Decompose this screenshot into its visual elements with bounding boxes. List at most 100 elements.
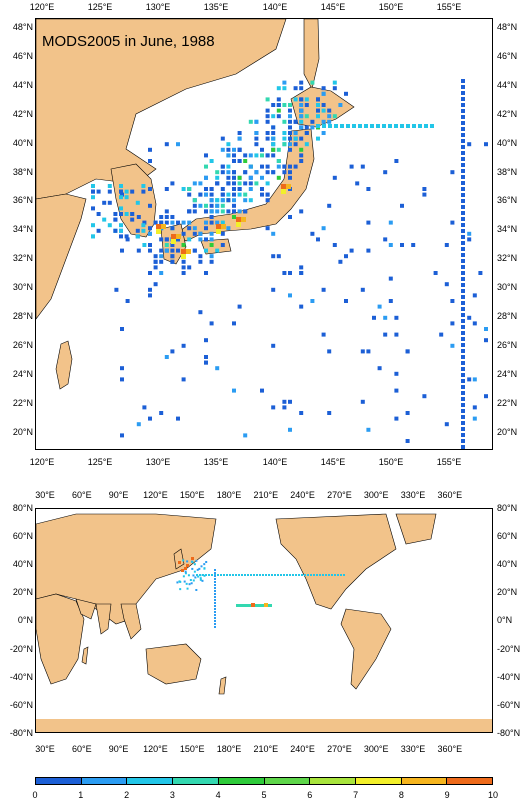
world-hotspot xyxy=(264,603,268,607)
obs-point-155E xyxy=(461,343,465,347)
obs-point-40N xyxy=(340,124,344,128)
world-track-vertical xyxy=(214,614,216,616)
obs-point-40N xyxy=(418,124,422,128)
obs-point xyxy=(276,175,281,180)
obs-point xyxy=(360,287,365,292)
obs-point xyxy=(187,237,192,242)
colorbar-label: 2 xyxy=(124,790,130,800)
top-lat-label: 20°N xyxy=(497,426,518,437)
obs-point-40N xyxy=(328,124,332,128)
obs-point xyxy=(288,293,292,298)
world-cluster xyxy=(248,604,251,607)
obs-point xyxy=(232,175,236,180)
obs-point xyxy=(321,332,326,337)
obs-point xyxy=(472,293,477,298)
obs-point xyxy=(181,231,186,236)
world-track-40N xyxy=(220,574,222,576)
obs-point xyxy=(467,142,472,147)
obs-point xyxy=(288,271,292,275)
japan-shape-small xyxy=(173,548,185,570)
obs-point xyxy=(159,220,164,225)
obs-point xyxy=(243,159,248,163)
obs-point xyxy=(164,237,169,242)
obs-point xyxy=(153,254,158,259)
top-lat-label: 36°N xyxy=(12,195,33,206)
colorbar-segment xyxy=(264,778,311,784)
world-lon-label: 240°E xyxy=(290,490,315,500)
obs-point xyxy=(119,234,123,239)
obs-point-155E xyxy=(461,349,465,353)
world-track-40N xyxy=(340,574,342,576)
obs-point xyxy=(388,299,393,303)
colorbar-label: 6 xyxy=(307,790,313,800)
obs-point xyxy=(204,338,208,343)
obs-point xyxy=(232,321,236,326)
obs-point xyxy=(248,153,253,158)
obs-point xyxy=(181,259,186,264)
world-lat-label: 0°N xyxy=(17,615,33,626)
world-cluster xyxy=(257,604,260,607)
top-lat-label: 38°N xyxy=(497,166,518,177)
top-lon-label: 120°E xyxy=(29,457,55,467)
obs-point xyxy=(204,209,208,214)
obs-point xyxy=(288,164,292,169)
obs-point-155E xyxy=(461,211,465,215)
world-track-40N xyxy=(298,574,300,576)
obs-point xyxy=(254,136,259,141)
obs-point xyxy=(232,159,236,163)
colorbar-label: 10 xyxy=(487,790,499,800)
north-america-shape xyxy=(275,513,397,610)
obs-point xyxy=(159,237,164,242)
obs-point xyxy=(444,282,449,287)
world-lon-label: 120°E xyxy=(143,490,168,500)
obs-point xyxy=(288,215,292,219)
obs-point xyxy=(327,203,332,208)
world-lon-label: 330°E xyxy=(400,490,426,500)
colorbar-segment xyxy=(36,778,82,784)
obs-point xyxy=(176,416,180,421)
obs-point xyxy=(321,91,326,96)
obs-point xyxy=(198,231,203,236)
world-track-40N xyxy=(295,574,297,576)
obs-point-155E xyxy=(461,85,465,89)
obs-point-40N xyxy=(358,124,362,128)
world-track-40N xyxy=(289,574,291,576)
obs-point xyxy=(232,147,236,152)
obs-point xyxy=(271,142,276,147)
world-hotspot xyxy=(184,567,187,570)
obs-point xyxy=(120,327,124,331)
obs-point xyxy=(394,315,399,320)
world-track-40N xyxy=(208,574,210,576)
obs-point xyxy=(192,198,197,203)
obs-point xyxy=(411,243,416,247)
world-obs-point xyxy=(201,579,204,582)
top-lon-label: 140°E xyxy=(262,457,288,467)
world-lat-label: -40°N xyxy=(9,671,33,682)
obs-point xyxy=(282,399,287,404)
obs-point-155E xyxy=(461,145,465,149)
arabia-shape xyxy=(75,598,97,620)
obs-point xyxy=(187,187,192,191)
obs-point xyxy=(271,125,276,130)
obs-point xyxy=(299,411,304,415)
india-shape xyxy=(95,603,112,635)
obs-point xyxy=(164,243,169,247)
obs-point xyxy=(327,108,332,113)
colorbar-label: 7 xyxy=(353,790,359,800)
obs-point-155E xyxy=(461,223,465,227)
obs-point-155E xyxy=(461,439,465,443)
obs-point-155E xyxy=(461,325,465,329)
obs-point-155E xyxy=(461,193,465,197)
obs-point-155E xyxy=(461,175,465,179)
obs-point xyxy=(332,86,337,91)
world-track-40N xyxy=(250,574,252,576)
obs-point xyxy=(124,234,129,239)
top-lon-label: 155°E xyxy=(436,2,462,12)
obs-point-40N xyxy=(370,124,374,128)
obs-point xyxy=(232,181,236,186)
obs-point xyxy=(192,226,197,231)
obs-point xyxy=(444,243,449,247)
obs-point xyxy=(248,175,253,180)
obs-point xyxy=(288,103,292,107)
top-lat-label: 40°N xyxy=(12,137,33,148)
